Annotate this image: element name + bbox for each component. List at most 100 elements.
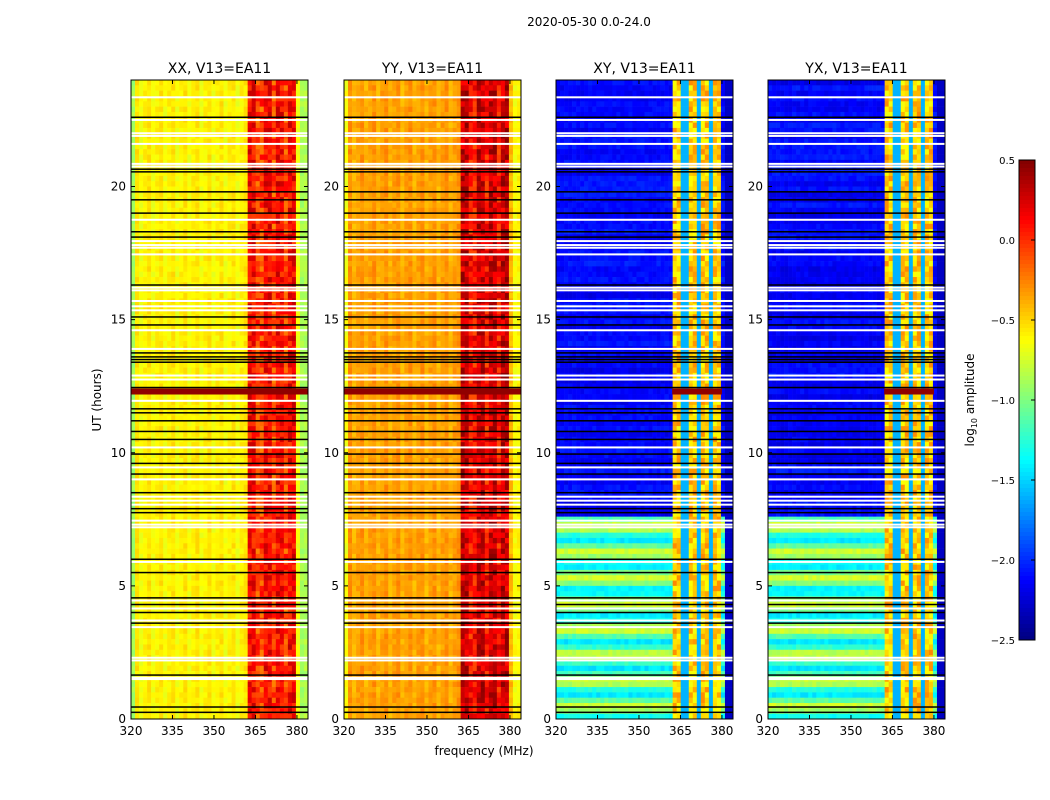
heatmap-cell — [296, 543, 300, 549]
heatmap-cell — [268, 549, 272, 555]
heatmap-cell — [163, 293, 167, 299]
heatmap-cell — [199, 666, 203, 672]
heatmap-cell — [252, 485, 256, 491]
heatmap-cell — [187, 639, 191, 645]
heatmap-cell — [203, 671, 207, 677]
heatmap-cell — [175, 293, 179, 299]
heatmap-cell — [232, 123, 236, 129]
heatmap-cell — [276, 362, 280, 368]
heatmap-cell — [163, 213, 167, 219]
heatmap-cell — [292, 293, 296, 299]
heatmap-cell — [244, 644, 248, 650]
heatmap-cell — [248, 91, 252, 97]
heatmap-cell — [244, 155, 248, 161]
heatmap-cell — [260, 485, 264, 491]
heatmap-cell — [179, 272, 183, 278]
heatmap-cell — [171, 575, 175, 581]
heatmap-cell — [296, 149, 300, 155]
heatmap-cell — [264, 341, 268, 347]
heatmap-cell — [228, 591, 232, 597]
heatmap-cell — [268, 181, 272, 187]
heatmap-cell — [151, 91, 155, 97]
heatmap-cell — [191, 85, 195, 91]
heatmap-cell — [211, 107, 215, 113]
heatmap-cell — [228, 85, 232, 91]
heatmap-cell — [224, 277, 228, 283]
heatmap-cell — [288, 543, 292, 549]
heatmap-cell — [276, 107, 280, 113]
heatmap-cell — [155, 666, 159, 672]
heatmap-cell — [215, 671, 219, 677]
heatmap-cell — [296, 272, 300, 278]
heatmap-cell — [264, 202, 268, 208]
heatmap-cell — [171, 272, 175, 278]
heatmap-cell — [183, 192, 187, 198]
heatmap-cell — [179, 362, 183, 368]
heatmap-cell — [256, 176, 260, 182]
heatmap-cell — [191, 405, 195, 411]
heatmap-cell — [147, 666, 151, 672]
heatmap-cell — [276, 384, 280, 390]
heatmap-cell — [211, 639, 215, 645]
heatmap-cell — [272, 261, 276, 267]
heatmap-cell — [240, 628, 244, 634]
heatmap-cell — [179, 277, 183, 283]
heatmap-cell — [143, 224, 147, 230]
heatmap-cell — [199, 431, 203, 437]
heatmap-cell — [191, 394, 195, 400]
heatmap-cell — [187, 634, 191, 640]
heatmap-cell — [288, 538, 292, 544]
heatmap-cell — [260, 634, 264, 640]
heatmap-cell — [135, 266, 139, 272]
heatmap-cell — [163, 485, 167, 491]
heatmap-cell — [131, 666, 135, 672]
heatmap-cell — [155, 543, 159, 549]
heatmap-cell — [276, 533, 280, 539]
heatmap-cell — [280, 277, 284, 283]
heatmap-cell — [139, 149, 143, 155]
heatmap-cell — [224, 575, 228, 581]
heatmap-cell — [220, 85, 224, 91]
heatmap-cell — [284, 107, 288, 113]
heatmap-cell — [276, 650, 280, 656]
heatmap-cell — [207, 421, 211, 427]
heatmap-cell — [191, 149, 195, 155]
heatmap-cell — [292, 336, 296, 342]
heatmap-cell — [175, 666, 179, 672]
heatmap-cell — [191, 421, 195, 427]
heatmap-cell — [195, 336, 199, 342]
heatmap-cell — [159, 107, 163, 113]
heatmap-cell — [147, 394, 151, 400]
heatmap-cell — [252, 91, 256, 97]
heatmap-cell — [268, 368, 272, 374]
heatmap-cell — [244, 176, 248, 182]
heatmap-cell — [155, 384, 159, 390]
heatmap-cell — [211, 634, 215, 640]
heatmap-cell — [131, 586, 135, 592]
heatmap-cell — [224, 628, 228, 634]
heatmap-cell — [284, 266, 288, 272]
heatmap-cell — [220, 538, 224, 544]
heatmap-cell — [159, 565, 163, 571]
heatmap-cell — [264, 181, 268, 187]
heatmap-cell — [268, 628, 272, 634]
heatmap-cell — [135, 384, 139, 390]
heatmap-cell — [139, 671, 143, 677]
heatmap-cell — [220, 671, 224, 677]
heatmap-cell — [260, 202, 264, 208]
heatmap-cell — [139, 549, 143, 555]
heatmap-cell — [195, 293, 199, 299]
heatmap-cell — [207, 384, 211, 390]
heatmap-cell — [296, 666, 300, 672]
heatmap-cell — [215, 277, 219, 283]
heatmap-cell — [155, 336, 159, 342]
heatmap-cell — [240, 549, 244, 555]
heatmap-cell — [284, 91, 288, 97]
heatmap-cell — [131, 224, 135, 230]
heatmap-cell — [199, 650, 203, 656]
heatmap-cell — [276, 256, 280, 262]
heatmap-cell — [179, 431, 183, 437]
heatmap-cell — [292, 538, 296, 544]
heatmap-cell — [163, 591, 167, 597]
heatmap-cell — [179, 405, 183, 411]
